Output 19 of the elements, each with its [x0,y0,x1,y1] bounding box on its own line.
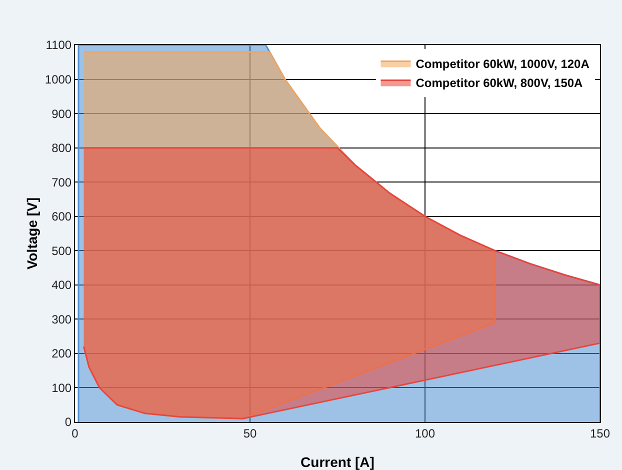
y-tick-label: 900 [52,106,72,121]
y-tick-label: 1100 [46,38,72,52]
y-tick-label: 0 [64,415,72,430]
y-tick-label: 600 [52,210,72,224]
y-axis-title: Voltage [V] [24,197,40,270]
x-axis-title: Current [A] [300,454,374,470]
y-tick-label: 800 [52,141,72,156]
y-tick-label: 700 [52,175,72,190]
x-tick-label: 150 [590,426,610,440]
y-tick-label: 400 [52,278,72,292]
x-tick-label: 100 [414,426,436,440]
y-tick-label: 200 [52,346,72,361]
x-tick-label: 50 [243,426,257,440]
y-tick-label: 100 [52,380,72,395]
y-tick-label: 1000 [44,72,72,86]
legend-label: Competitor 60kW, 800V, 150A [416,76,584,90]
y-tick-label: 300 [52,312,72,326]
y-tick-label: 500 [52,244,72,258]
legend-label: Competitor 60kW, 1000V, 120A [416,56,590,71]
